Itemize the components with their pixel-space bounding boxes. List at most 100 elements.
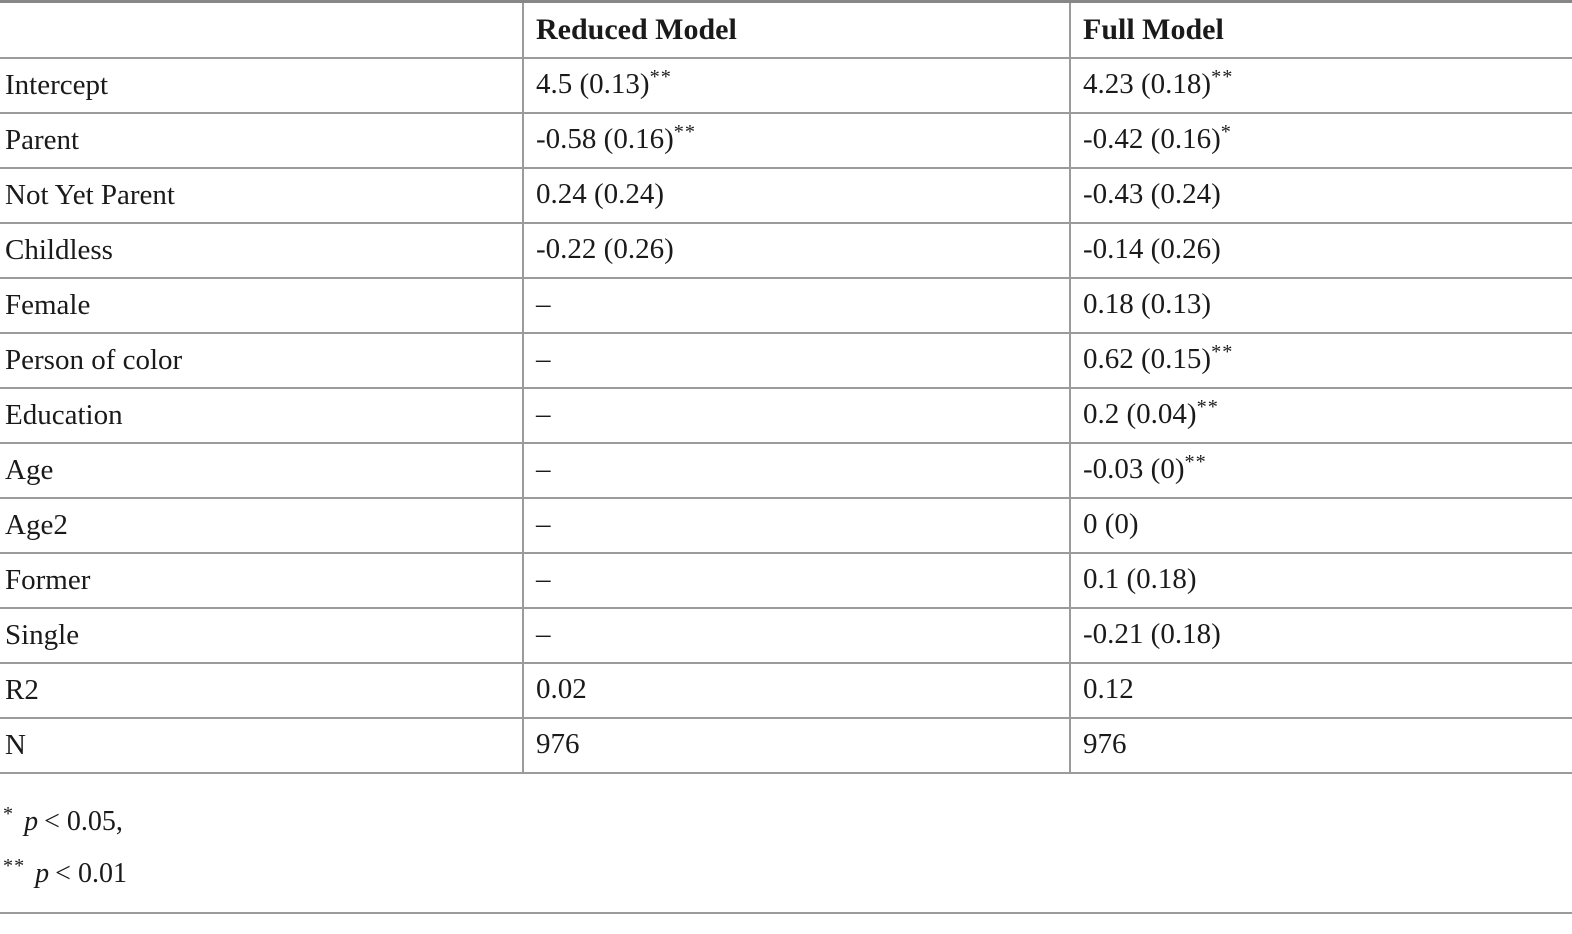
coefficient-value: 0.2 (0.04) [1083,397,1197,430]
table-row-age2: Age2 – 0 (0) [0,497,1572,554]
coefficient-value: – [536,287,551,320]
coefficient-value: -0.43 (0.24) [1083,177,1221,210]
table-row-age: Age – -0.03 (0)** [0,442,1572,499]
row-label: Person of color [0,332,524,389]
cell-full-value: 0.62 (0.15)** [1070,332,1572,389]
footnote-p-symbol: p [35,857,50,889]
cell-reduced-value: -0.22 (0.26) [523,222,1071,279]
column-header-full-model: Full Model [1070,1,1572,59]
cell-reduced-value: – [523,607,1071,664]
cell-reduced-value: – [523,442,1071,499]
coefficient-value: 0.24 (0.24) [536,177,665,210]
cell-reduced-value: – [523,552,1071,609]
coefficient-value: 0.18 (0.13) [1083,287,1212,320]
coefficient-value: – [536,452,551,485]
row-label: Age2 [0,497,524,554]
coefficient-value: -0.22 (0.26) [536,232,674,265]
coefficient-value: – [536,342,551,375]
coefficient-value: -0.21 (0.18) [1083,617,1221,650]
table-row-r2: R2 0.02 0.12 [0,662,1572,719]
coefficient-value: – [536,617,551,650]
statistic-value: 0.12 [1083,672,1134,705]
cell-reduced-value: -0.58 (0.16)** [523,112,1071,169]
row-label: Not Yet Parent [0,167,524,224]
table-footnotes: * p < 0.05, ** p < 0.01 [0,774,1572,900]
row-label: N [0,717,524,774]
significance-marker: * [1220,120,1232,143]
cell-full-value: -0.21 (0.18) [1070,607,1572,664]
cell-reduced-value: 4.5 (0.13)** [523,57,1071,114]
table-row-former: Former – 0.1 (0.18) [0,552,1572,609]
table-row-childless: Childless -0.22 (0.26) -0.14 (0.26) [0,222,1572,279]
table-row-not-yet-parent: Not Yet Parent 0.24 (0.24) -0.43 (0.24) [0,167,1572,224]
row-label: Former [0,552,524,609]
cell-full-value: 976 [1070,717,1572,774]
cell-full-value: -0.42 (0.16)* [1070,112,1572,169]
cell-reduced-value: 0.24 (0.24) [523,167,1071,224]
coefficient-value: 4.5 (0.13) [536,67,650,100]
row-label: Education [0,387,524,444]
footnote-marker: ** [3,855,26,878]
regression-table: Reduced Model Full Model Intercept 4.5 (… [0,0,1572,774]
significance-marker: ** [1211,65,1234,88]
table-row-n: N 976 976 [0,717,1572,774]
coefficient-value: -0.42 (0.16) [1083,122,1221,155]
row-label: Childless [0,222,524,279]
coefficient-value: – [536,562,551,595]
coefficient-value: 0.62 (0.15) [1083,342,1212,375]
table-row-parent: Parent -0.58 (0.16)** -0.42 (0.16)* [0,112,1572,169]
footnote-p-symbol: p [24,805,39,837]
table-row-intercept: Intercept 4.5 (0.13)** 4.23 (0.18)** [0,57,1572,114]
significance-marker: ** [649,65,672,88]
column-header-empty [0,1,524,59]
cell-full-value: -0.03 (0)** [1070,442,1572,499]
coefficient-value: -0.14 (0.26) [1083,232,1221,265]
row-label: R2 [0,662,524,719]
cell-reduced-value: 0.02 [523,662,1071,719]
row-label: Age [0,442,524,499]
row-label: Single [0,607,524,664]
statistic-value: 0.02 [536,672,587,705]
coefficient-value: 4.23 (0.18) [1083,67,1212,100]
row-label: Female [0,277,524,334]
footnote-marker: * [3,803,15,826]
footnote-text: < 0.01 [55,857,127,889]
statistic-value: 976 [1083,727,1127,760]
cell-full-value: 4.23 (0.18)** [1070,57,1572,114]
table-header-row: Reduced Model Full Model [0,1,1572,59]
significance-marker: ** [1184,450,1207,473]
cell-full-value: 0.2 (0.04)** [1070,387,1572,444]
cell-full-value: 0.18 (0.13) [1070,277,1572,334]
coefficient-value: 0 (0) [1083,507,1139,540]
table-row-person-of-color: Person of color – 0.62 (0.15)** [0,332,1572,389]
cell-full-value: 0.1 (0.18) [1070,552,1572,609]
footnote-p05: * p < 0.05, [3,796,1572,848]
table-row-single: Single – -0.21 (0.18) [0,607,1572,664]
row-label: Parent [0,112,524,169]
cell-full-value: 0 (0) [1070,497,1572,554]
coefficient-value: – [536,397,551,430]
cell-reduced-value: – [523,387,1071,444]
statistic-value: 976 [536,727,580,760]
cell-reduced-value: – [523,497,1071,554]
footnote-p01: ** p < 0.01 [3,848,1572,900]
cell-reduced-value: 976 [523,717,1071,774]
doi-row: https://doi.org/10.1371/journal.pone.025… [0,914,1572,934]
significance-marker: ** [673,120,697,143]
cell-full-value: -0.43 (0.24) [1070,167,1572,224]
cell-full-value: 0.12 [1070,662,1572,719]
coefficient-value: -0.03 (0) [1083,452,1185,485]
column-header-reduced-model: Reduced Model [523,1,1071,59]
footnote-text: < 0.05, [44,805,123,837]
cell-reduced-value: – [523,332,1071,389]
cell-full-value: -0.14 (0.26) [1070,222,1572,279]
cell-reduced-value: – [523,277,1071,334]
table-row-education: Education – 0.2 (0.04)** [0,387,1572,444]
table-row-female: Female – 0.18 (0.13) [0,277,1572,334]
footnote-divider [0,911,1572,914]
coefficient-value: -0.58 (0.16) [536,122,674,155]
coefficient-value: – [536,507,551,540]
significance-marker: ** [1196,395,1219,418]
coefficient-value: 0.1 (0.18) [1083,562,1197,595]
row-label: Intercept [0,57,524,114]
